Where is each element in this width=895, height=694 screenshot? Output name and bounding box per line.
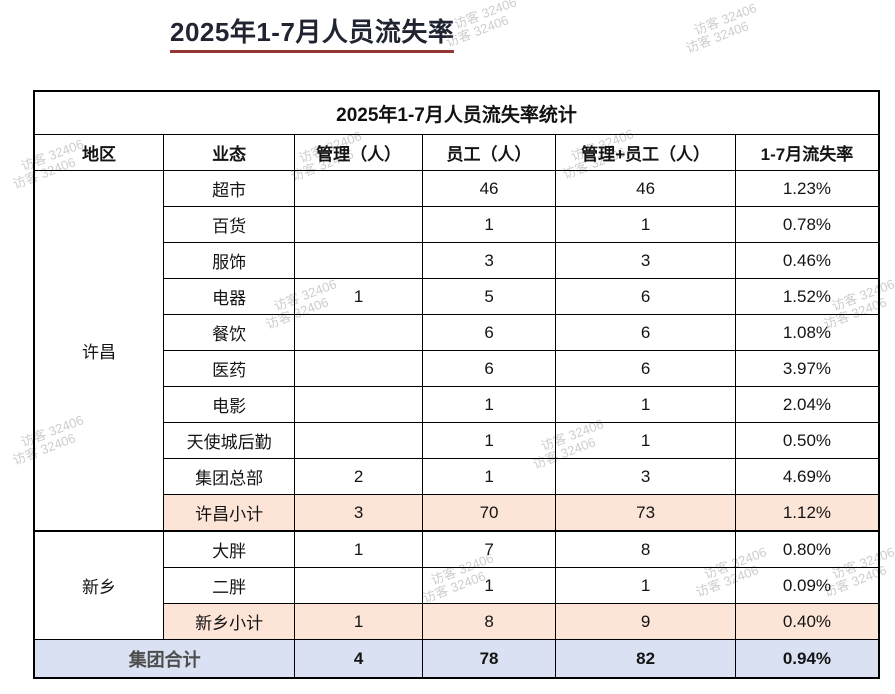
mgmt-value	[294, 242, 423, 279]
mgmt-value	[294, 314, 423, 351]
row-label: 百货	[162, 206, 296, 243]
rate-value: 0.78%	[734, 206, 880, 243]
grand-total-staff: 78	[421, 639, 557, 679]
row-label: 电器	[162, 278, 296, 315]
combined-value: 1	[555, 567, 736, 604]
mgmt-value	[294, 422, 423, 459]
column-header-1: 地区	[33, 134, 164, 171]
rate-value: 1.52%	[734, 278, 880, 315]
column-header-5: 管理+员工（人）	[555, 134, 736, 171]
rate-value: 1.08%	[734, 314, 880, 351]
row-label: 新乡小计	[162, 603, 296, 640]
table-row: 许昌 超市 46 46 1.23%	[33, 170, 880, 532]
mgmt-value	[294, 206, 423, 243]
combined-value: 1	[555, 422, 736, 459]
column-header-row: 地区 业态 管理（人） 员工（人） 管理+员工（人） 1-7月流失率	[33, 134, 880, 171]
page-title: 2025年1-7月人员流失率	[170, 12, 455, 53]
region-cell: 新乡	[33, 530, 164, 640]
staff-value: 1	[421, 567, 557, 604]
staff-value: 6	[421, 314, 557, 351]
table-title-row: 2025年1-7月人员流失率统计	[33, 90, 880, 135]
table-row: 服饰 3 3 0.46%	[34, 242, 880, 279]
staff-value: 70	[421, 494, 557, 532]
table-row: 天使城后勤 1 1 0.50%	[34, 422, 880, 459]
mgmt-value: 1	[294, 278, 423, 315]
grand-total-mgmt: 4	[294, 639, 423, 679]
staff-value: 46	[421, 170, 557, 207]
combined-value: 6	[555, 278, 736, 315]
staff-value: 1	[421, 386, 557, 423]
mgmt-value: 2	[294, 458, 423, 495]
mgmt-value: 3	[294, 494, 423, 532]
column-header-2: 业态	[162, 134, 296, 171]
mgmt-value	[294, 170, 423, 207]
row-label: 电影	[162, 386, 296, 423]
column-header-6: 1-7月流失率	[734, 134, 880, 171]
row-label: 许昌小计	[162, 494, 296, 532]
staff-value: 6	[421, 350, 557, 387]
combined-value: 3	[555, 458, 736, 495]
grand-total-row: 集团合计 4 78 82 0.94%	[33, 639, 880, 679]
combined-value: 73	[555, 494, 736, 532]
visitor-watermark: 访客 32406 访客 32406	[443, 0, 519, 50]
rate-value: 0.80%	[734, 530, 880, 568]
grand-total-label: 集团合计	[33, 639, 296, 679]
column-header-4: 员工（人）	[421, 134, 557, 171]
rate-value: 0.46%	[734, 242, 880, 279]
table-title: 2025年1-7月人员流失率统计	[33, 90, 880, 135]
visitor-watermark: 访客 32406 访客 32406	[683, 0, 759, 56]
staff-value: 7	[421, 530, 557, 568]
column-header-3: 管理（人）	[294, 134, 423, 171]
table-row: 电影 1 1 2.04%	[34, 386, 880, 423]
table-row: 新乡 大胖 1 7 8 0.80%	[33, 530, 880, 640]
table-row: 电器 1 5 6 1.52%	[34, 278, 880, 315]
row-label: 天使城后勤	[162, 422, 296, 459]
combined-value: 1	[555, 206, 736, 243]
rate-value: 2.04%	[734, 386, 880, 423]
combined-value: 9	[555, 603, 736, 640]
rate-value: 0.40%	[734, 603, 880, 640]
staff-value: 5	[421, 278, 557, 315]
row-label: 服饰	[162, 242, 296, 279]
mgmt-value	[294, 386, 423, 423]
table-row: 二胖 1 1 0.09%	[34, 567, 880, 604]
staff-value: 3	[421, 242, 557, 279]
combined-value: 3	[555, 242, 736, 279]
mgmt-value	[294, 350, 423, 387]
rate-value: 0.09%	[734, 567, 880, 604]
row-label: 餐饮	[162, 314, 296, 351]
subtotal-row: 新乡小计 1 8 9 0.40%	[34, 603, 880, 640]
row-label: 大胖	[162, 530, 296, 568]
grand-total-combined: 82	[555, 639, 736, 679]
row-label: 超市	[162, 170, 296, 207]
rate-value: 1.12%	[734, 494, 880, 532]
subtotal-row: 许昌小计 3 70 73 1.12%	[34, 494, 880, 532]
combined-value: 8	[555, 530, 736, 568]
region-cell: 许昌	[33, 170, 164, 532]
row-label: 集团总部	[162, 458, 296, 495]
combined-value: 6	[555, 350, 736, 387]
combined-value: 6	[555, 314, 736, 351]
row-label: 医药	[162, 350, 296, 387]
rate-value: 4.69%	[734, 458, 880, 495]
staff-value: 1	[421, 422, 557, 459]
mgmt-value: 1	[294, 603, 423, 640]
rate-value: 1.23%	[734, 170, 880, 207]
rate-value: 0.50%	[734, 422, 880, 459]
staff-value: 1	[421, 458, 557, 495]
mgmt-value: 1	[294, 530, 423, 568]
turnover-table: 2025年1-7月人员流失率统计 地区 业态 管理（人） 员工（人） 管理+员工（人） 1…	[33, 90, 880, 679]
table-row: 集团总部 2 1 3 4.69%	[34, 458, 880, 495]
row-label: 二胖	[162, 567, 296, 604]
staff-value: 8	[421, 603, 557, 640]
mgmt-value	[294, 567, 423, 604]
staff-value: 1	[421, 206, 557, 243]
combined-value: 1	[555, 386, 736, 423]
rate-value: 3.97%	[734, 350, 880, 387]
combined-value: 46	[555, 170, 736, 207]
grand-total-rate: 0.94%	[734, 639, 880, 679]
